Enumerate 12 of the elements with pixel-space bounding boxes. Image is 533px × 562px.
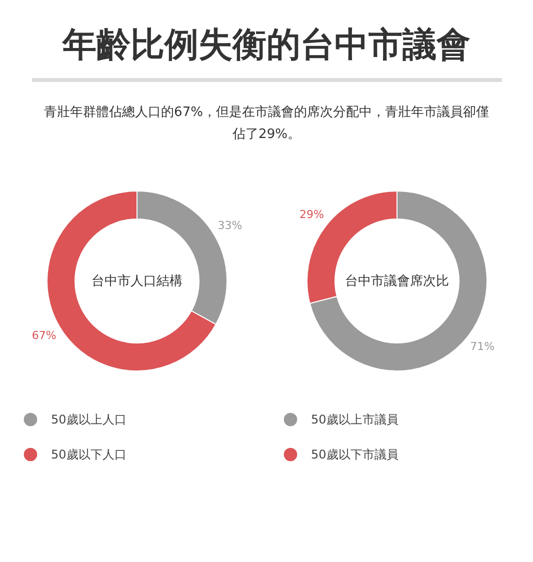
text: 青壯年群體佔總人口的67%，但是在市議會的席次分配中，青壯年市議員卻僅佔了29%。 — [43, 104, 490, 144]
text: 台中市議會席次比 — [344, 273, 448, 289]
data-label: 29% — [298, 208, 324, 221]
legend-label: 50歲以下市議員 — [310, 448, 398, 462]
text: 年齡比例失衡的台中市議會 — [32, 0, 502, 82]
text: 台中市人口結構 — [91, 274, 182, 289]
legend-label: 50歲以下人口 — [50, 448, 126, 462]
data-label: 33% — [217, 219, 242, 232]
legend-label: 50歲以上市議員 — [310, 412, 398, 426]
legend-label: 50歲以上人口 — [50, 412, 126, 426]
data-label: 71% — [470, 340, 494, 354]
data-label: 67% — [31, 328, 56, 342]
